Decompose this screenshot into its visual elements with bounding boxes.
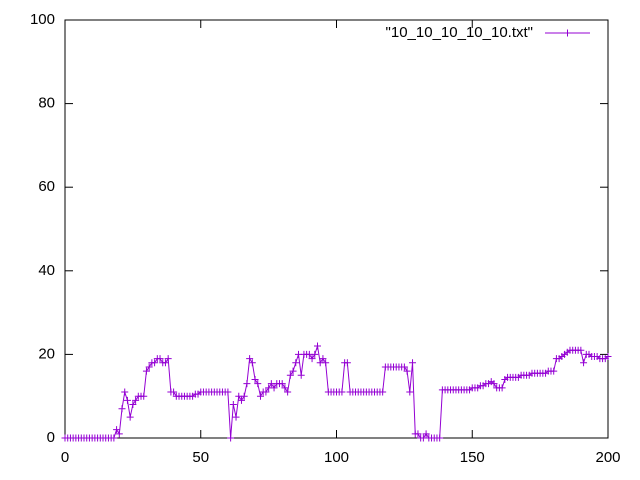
data-point xyxy=(232,413,240,421)
data-point xyxy=(322,359,330,367)
y-tick-label: 0 xyxy=(47,429,55,446)
data-point xyxy=(409,359,417,367)
data-point xyxy=(142,367,150,375)
data-point xyxy=(550,367,558,375)
y-tick-label: 20 xyxy=(38,345,55,362)
data-point xyxy=(414,430,422,438)
y-tick-label: 100 xyxy=(30,11,55,28)
data-point xyxy=(113,426,121,434)
data-point xyxy=(237,396,245,404)
data-point xyxy=(308,355,316,363)
data-point xyxy=(164,355,172,363)
data-point xyxy=(115,430,123,438)
data-point xyxy=(406,388,414,396)
data-point xyxy=(123,396,131,404)
data-point xyxy=(313,342,321,350)
data-point xyxy=(262,388,270,396)
data-point xyxy=(270,384,278,392)
x-tick-label: 100 xyxy=(324,449,349,466)
data-point xyxy=(229,401,237,409)
data-point xyxy=(490,380,498,388)
data-point xyxy=(248,359,256,367)
x-tick-label: 150 xyxy=(460,449,485,466)
data-point xyxy=(118,405,126,413)
data-point xyxy=(156,355,164,363)
data-point xyxy=(256,392,264,400)
data-point xyxy=(140,392,148,400)
x-tick-label: 50 xyxy=(192,449,209,466)
data-point xyxy=(577,346,585,354)
data-point xyxy=(292,359,300,367)
data-point xyxy=(240,392,248,400)
data-point xyxy=(319,355,327,363)
data-point xyxy=(379,388,387,396)
data-point xyxy=(224,388,232,396)
y-tick-label: 60 xyxy=(38,178,55,195)
x-tick-label: 0 xyxy=(61,449,69,466)
x-tick-label: 200 xyxy=(595,449,620,466)
data-point xyxy=(278,380,286,388)
data-point xyxy=(126,413,134,421)
data-point xyxy=(338,388,346,396)
data-point xyxy=(403,367,411,375)
data-point xyxy=(436,434,444,442)
data-point xyxy=(170,388,178,396)
data-point xyxy=(145,363,153,371)
data-point xyxy=(246,355,254,363)
legend-label: "10_10_10_10_10.txt" xyxy=(386,24,533,41)
data-point xyxy=(161,359,169,367)
data-point xyxy=(251,375,259,383)
legend-marker xyxy=(564,29,571,37)
data-point xyxy=(286,371,294,379)
data-point xyxy=(132,396,140,404)
data-point xyxy=(254,380,262,388)
data-point xyxy=(243,380,251,388)
y-tick-label: 80 xyxy=(38,95,55,112)
data-point xyxy=(129,401,137,409)
data-point xyxy=(284,388,292,396)
data-point xyxy=(400,363,408,371)
data-point xyxy=(311,350,319,358)
data-point xyxy=(343,359,351,367)
data-point xyxy=(227,434,235,442)
data-point xyxy=(151,359,159,367)
data-point xyxy=(498,384,506,392)
data-point xyxy=(604,352,612,360)
data-point xyxy=(281,384,289,392)
data-point xyxy=(297,371,305,379)
data-point xyxy=(422,430,430,438)
data-point xyxy=(110,434,118,442)
data-point xyxy=(121,388,129,396)
data-point xyxy=(289,367,297,375)
y-tick-label: 40 xyxy=(38,262,55,279)
data-point xyxy=(580,359,588,367)
